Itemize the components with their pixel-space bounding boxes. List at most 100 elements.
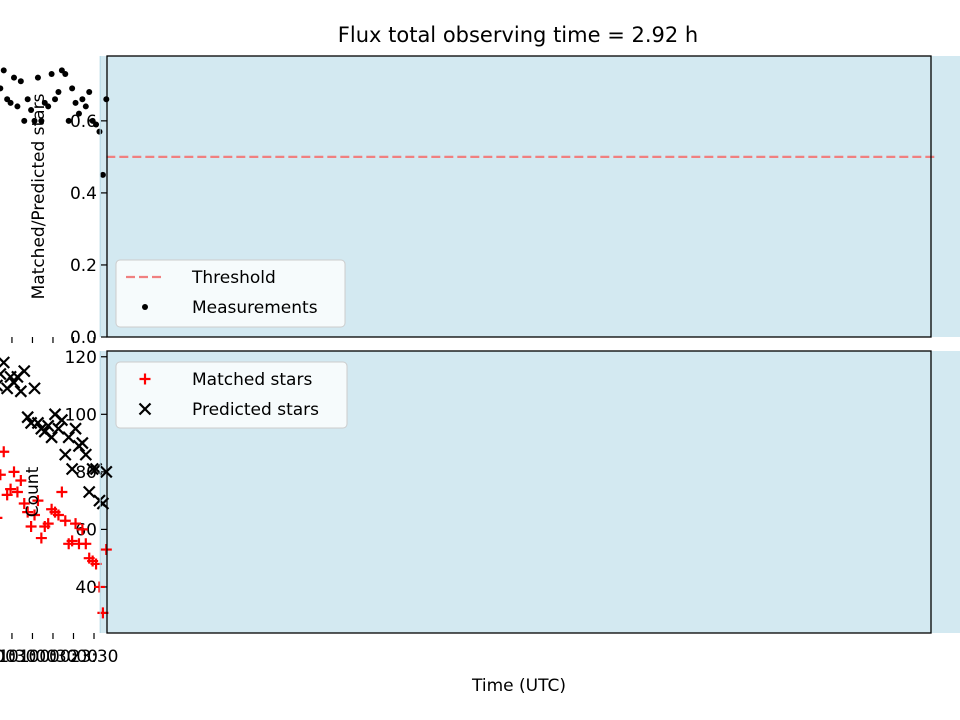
matched-star-point [15,474,27,486]
measurement-point [17,78,24,85]
matched-star-point [59,515,71,527]
matched-stars-points [0,446,112,619]
matched-star-point [93,581,105,593]
y-ticks: 0.0 0.2 0.4 0.6 [70,112,107,348]
y-tick-label: 0.6 [70,112,97,132]
matched-star-point [100,544,112,556]
y-tick-label: 0.4 [70,184,97,204]
measurement-point [55,89,62,96]
legend-label: Matched stars [192,370,312,390]
y-tick-label: 100 [65,405,97,425]
measurement-point [11,74,18,81]
x-tick-label: 00:00 [49,647,98,667]
x-ticks [11,337,95,343]
legend-label: Measurements [192,298,318,318]
matched-star-point [11,486,23,498]
y-axis-label: Count [23,466,43,517]
predicted-star-point [0,379,4,392]
matched-star-point [76,523,88,535]
y-tick-label: 0.0 [70,328,97,348]
predicted-star-point [52,422,65,435]
legend: Matched stars Predicted stars [115,361,348,429]
x-tick-label: 01:30 [0,647,36,667]
legend-predicted-swatch [138,402,152,416]
y-axis-label: Matched/Predicted stars [29,93,49,299]
legend-label: Predicted stars [192,400,319,420]
matched-star-point [83,552,95,564]
measurement-point [0,67,7,74]
predicted-star-point [69,422,82,435]
predicted-star-point [35,422,48,435]
matched-star-point [18,498,30,510]
legend: Threshold Measurements [115,259,346,328]
measurement-point [99,171,106,178]
predicted-stars-points [0,356,113,510]
matched-star-point [25,521,37,533]
legend-box [115,361,348,429]
measurement-point [4,96,11,103]
y-tick-label: 40 [75,578,97,598]
measurement-point [52,96,59,103]
x-tick-label: 01:00 [8,647,57,667]
predicted-star-point [41,419,55,433]
predicted-star-point [14,385,28,398]
predicted-star-point [0,356,11,369]
matched-star-point [32,495,44,507]
measurement-point [89,117,96,124]
chart-title: Flux total observing time = 2.92 h [338,23,698,47]
measurement-point [41,99,48,106]
x-tick-label: 23:30 [70,647,119,667]
measurement-point [24,96,31,103]
measurement-point [31,117,38,124]
predicted-star-point [48,408,62,421]
matched-star-point [22,506,34,518]
predicted-star-point [79,448,93,461]
measurement-point [72,99,79,106]
legend-box [115,259,346,328]
measurement-point [96,128,103,135]
matched-star-point [0,446,10,458]
predicted-star-point [86,462,99,476]
predicted-star-point [100,465,113,479]
x-tick-label: 00:30 [28,647,77,667]
legend-measurement-swatch [142,304,148,310]
measurement-point [69,85,76,92]
predicted-star-point [0,382,14,395]
y-tick-label: 120 [65,348,97,368]
matched-star-point [35,532,47,544]
matched-star-point [46,503,58,515]
predicted-star-point [62,431,75,444]
matched-star-point [1,489,13,501]
measurement-point [75,110,82,117]
predicted-star-point [72,439,86,453]
matched-star-point [0,516,3,519]
measurement-point [79,96,86,103]
predicted-star-point [82,485,96,499]
predicted-star-point [0,367,7,381]
matched-star-point [56,486,68,498]
measurement-point [0,85,4,92]
measurement-point [21,117,28,124]
matched-star-point [0,469,6,481]
measurement-points [0,67,110,178]
measurement-point [103,96,110,103]
measurement-point [34,74,41,81]
plot-frame [106,55,932,338]
predicted-star-point [93,494,106,507]
predicted-star-point [28,382,41,395]
predicted-star-point [4,370,17,384]
predicted-star-point [21,410,34,424]
matched-star-point [8,466,20,478]
measurement-point [28,107,35,114]
measurement-point [65,117,72,124]
measurement-point [82,103,89,110]
matched-star-point [73,538,85,550]
measurement-point [14,103,21,110]
matched-star-point [29,509,41,521]
measurement-point [86,89,93,96]
measurement-point [38,117,45,124]
legend-label: Threshold [191,268,276,288]
predicted-star-point [59,448,72,461]
measurement-point [58,67,65,74]
